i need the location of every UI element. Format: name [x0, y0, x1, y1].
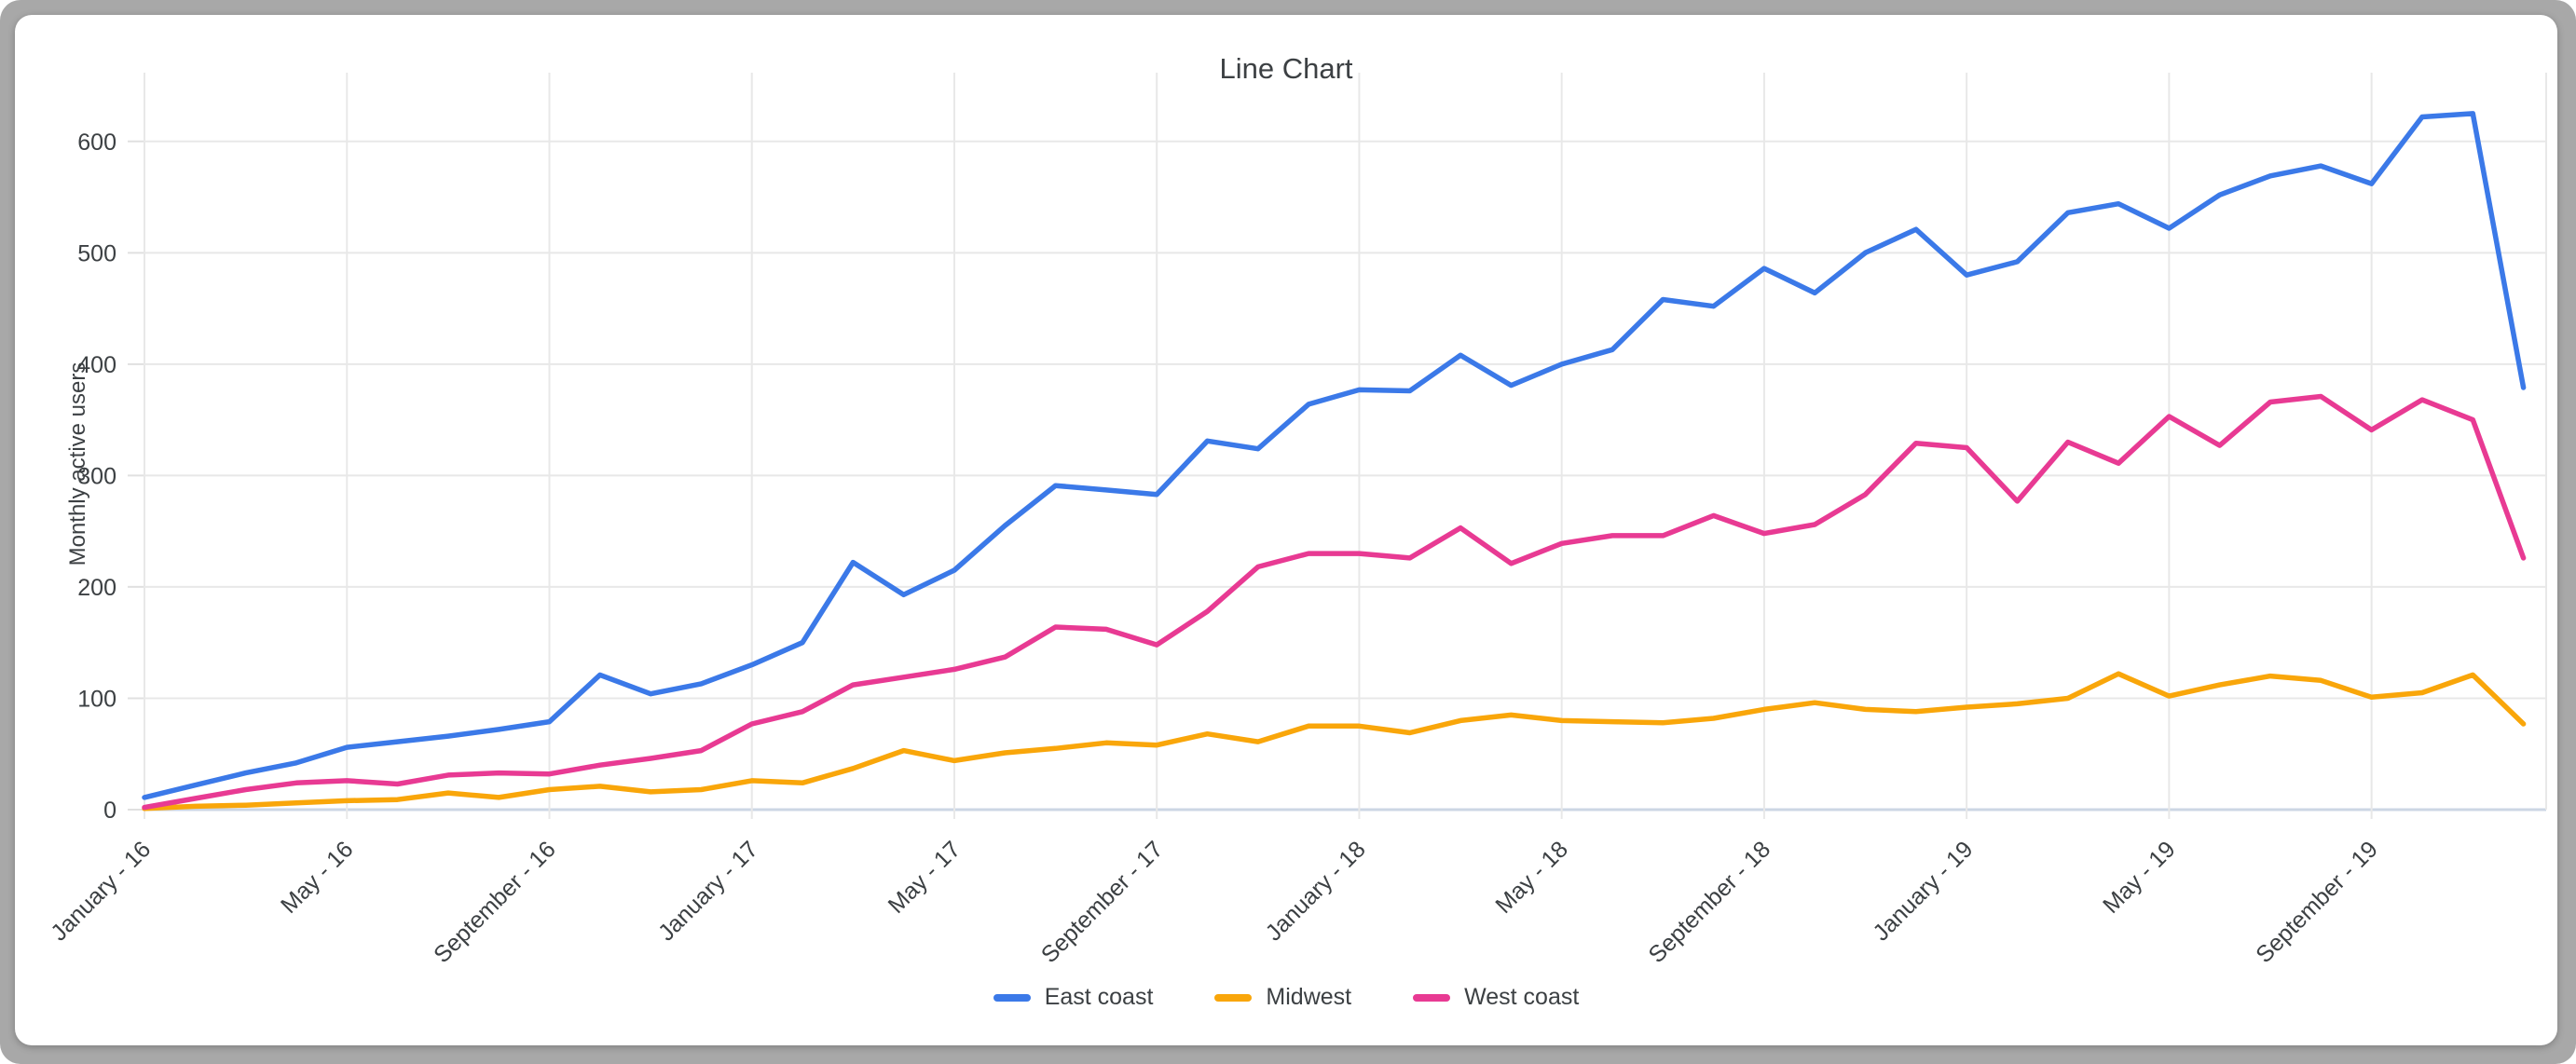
y-tick-label: 400 [77, 352, 116, 378]
y-tick-label: 0 [103, 798, 116, 824]
series-line-west-coast [142, 393, 2527, 811]
x-tick-label: January - 18 [1261, 836, 1371, 946]
legend-item-label: Midwest [1266, 984, 1352, 1010]
x-tick-label: September - 19 [2251, 836, 2383, 968]
y-tick-label: 200 [77, 575, 116, 601]
x-tick-label: May - 18 [1490, 836, 1573, 919]
legend-item-east-coast[interactable]: East coast [993, 984, 1154, 1011]
series-line-midwest [142, 671, 2527, 812]
legend: East coast Midwest West coast [15, 984, 2557, 1011]
x-tick-label: May - 17 [884, 836, 966, 919]
chart-title: Line Chart [1219, 52, 1353, 85]
legend-swatch-icon [1214, 993, 1253, 1002]
x-tick-label: May - 16 [276, 836, 359, 919]
plot-area: 0 100 200 300 400 500 600 January - 16 May - 16 S… [46, 73, 2547, 968]
x-tick-label: January - 17 [653, 836, 763, 946]
series-line-east-coast [142, 111, 2527, 800]
y-tick-label: 300 [77, 463, 116, 489]
x-tick-label: September - 18 [1644, 836, 1776, 968]
x-tick-label: September - 16 [429, 836, 561, 968]
y-tick-label: 600 [77, 130, 116, 156]
x-tick-label: May - 19 [2098, 836, 2181, 919]
legend-item-midwest[interactable]: Midwest [1214, 984, 1351, 1011]
chart-card: Line Chart Monthly active users 0 100 200 3… [15, 15, 2557, 1045]
legend-item-label: East coast [1044, 984, 1154, 1010]
y-tick-label: 500 [77, 240, 116, 266]
x-tick-label: January - 16 [46, 836, 156, 946]
legend-item-label: West coast [1464, 984, 1580, 1010]
legend-swatch-icon [1413, 993, 1451, 1002]
x-tick-label: September - 17 [1036, 836, 1169, 968]
legend-swatch-icon [993, 993, 1031, 1002]
y-tick-label: 100 [77, 686, 116, 712]
legend-item-west-coast[interactable]: West coast [1413, 984, 1579, 1011]
x-tick-label: January - 19 [1868, 836, 1978, 946]
